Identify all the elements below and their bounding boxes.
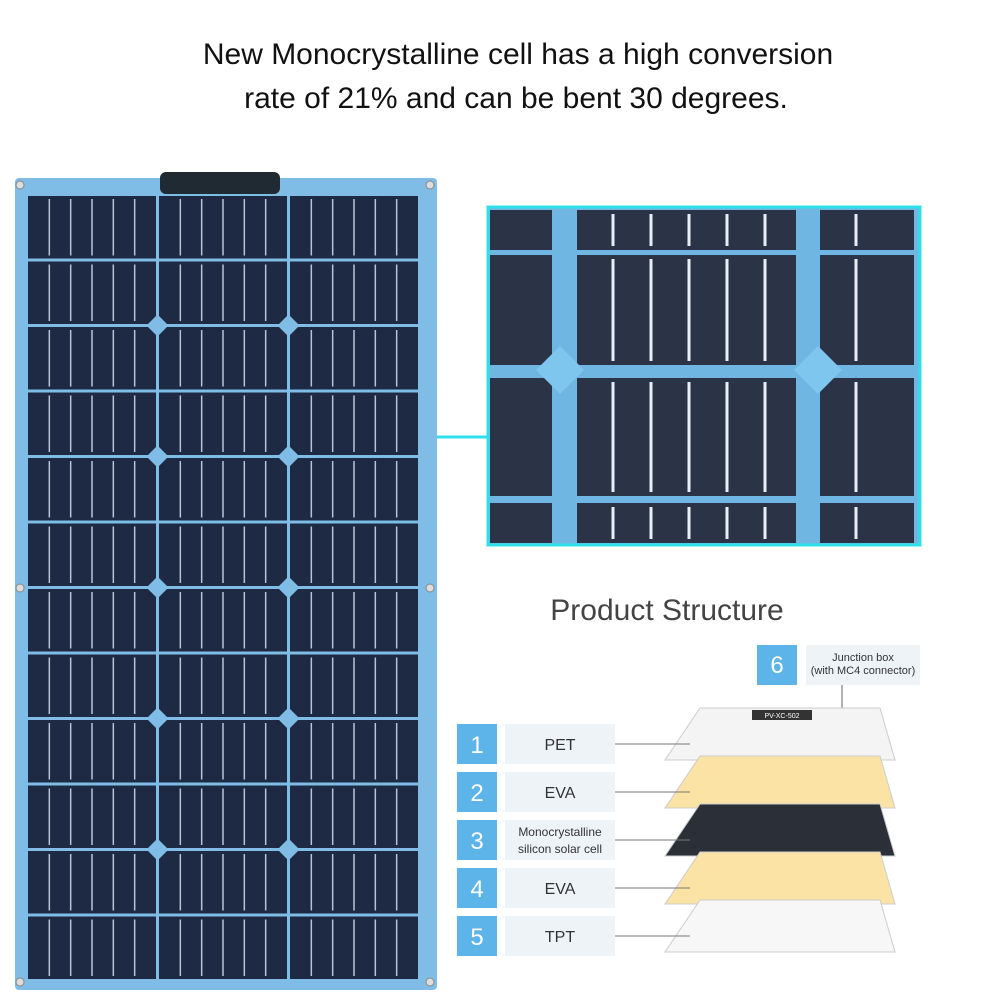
label: PET	[544, 737, 575, 754]
zoom-frame	[486, 205, 922, 547]
diamond	[146, 707, 169, 730]
diamond	[277, 445, 300, 468]
sheet	[664, 899, 896, 953]
label-box	[505, 820, 615, 860]
grommet	[425, 977, 435, 987]
label: EVA	[545, 881, 576, 898]
label: EVA	[545, 785, 576, 802]
zoom-diamond	[794, 346, 842, 394]
number-box	[457, 724, 497, 764]
zoom-cell	[490, 255, 552, 365]
label: TPT	[545, 929, 575, 946]
sheet	[664, 755, 896, 809]
number: 3	[470, 828, 483, 855]
diamond	[277, 838, 300, 861]
number-box	[757, 645, 797, 685]
diamond	[146, 314, 169, 337]
zoom-cell	[490, 378, 552, 496]
number: 4	[470, 876, 483, 903]
grommet	[425, 583, 435, 593]
zoom-cell	[820, 378, 914, 496]
label-box	[505, 724, 615, 764]
headline: rate of 21% and can be bent 30 degrees.	[244, 82, 788, 115]
number: 2	[470, 780, 483, 807]
zoom-cell	[577, 503, 796, 543]
sheet	[664, 803, 896, 857]
label-box	[505, 868, 615, 908]
number: 1	[470, 732, 483, 759]
zoom-cell	[490, 210, 552, 250]
number-box	[457, 916, 497, 956]
sheet	[664, 707, 896, 761]
section-title: Product Structure	[550, 594, 783, 627]
zoom-inset	[488, 207, 920, 545]
tag: PV-XC-502	[764, 713, 799, 720]
diamond	[146, 445, 169, 468]
label-box	[806, 645, 920, 685]
zoom-cell	[820, 503, 914, 543]
number-box	[457, 772, 497, 812]
headline: New Monocrystalline cell has a high conv…	[203, 38, 833, 71]
label-box	[505, 916, 615, 956]
number-box	[457, 868, 497, 908]
label: silicon solar cell	[518, 842, 602, 856]
zoom-cell	[490, 503, 552, 543]
diamond	[277, 707, 300, 730]
zoom-cell	[820, 255, 914, 365]
grommet	[15, 977, 25, 987]
label: Monocrystalline	[518, 825, 602, 839]
diamond	[146, 576, 169, 599]
number: 5	[470, 924, 483, 951]
layer-diagram: 6 Junction box(with MC4 connector) 1 PET 2 EV…	[457, 645, 920, 956]
diamond	[146, 838, 169, 861]
zoom-cell	[577, 378, 796, 496]
grommet	[15, 180, 25, 190]
diamond	[277, 314, 300, 337]
grommet	[425, 180, 435, 190]
junction-box	[752, 710, 812, 720]
label: (with MC4 connector)	[811, 665, 916, 677]
cell-grid	[15, 180, 435, 987]
zoom-cell	[577, 255, 796, 365]
zoom-cell	[577, 210, 796, 250]
label-box	[505, 772, 615, 812]
zoom-diamond	[536, 346, 584, 394]
junction-box	[160, 172, 280, 194]
label: Junction box	[832, 652, 894, 664]
diamond	[277, 576, 300, 599]
zoom-cell	[820, 210, 914, 250]
number-box	[457, 820, 497, 860]
sheet	[664, 851, 896, 905]
grommet	[15, 583, 25, 593]
number: 6	[770, 652, 783, 679]
